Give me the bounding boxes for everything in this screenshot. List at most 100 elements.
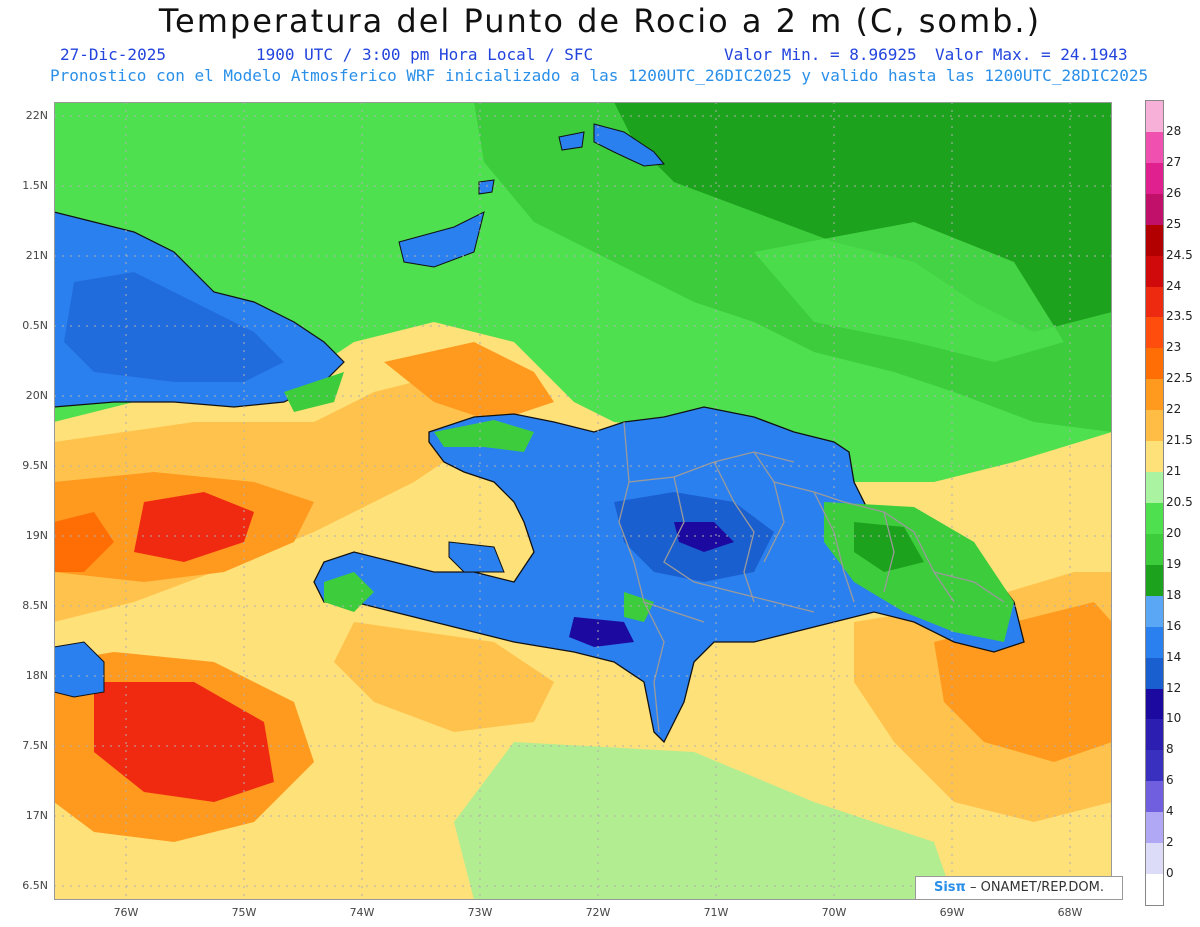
lat-tick-label: 17N [25, 809, 48, 822]
cordillera-central-core [674, 522, 734, 552]
haiti-north-coast-green [434, 420, 534, 452]
small-island-2 [558, 131, 585, 151]
colorbar-level-label: 16 [1166, 618, 1182, 633]
colorbar-level-label: 28 [1166, 123, 1182, 138]
lat-tick-label: 0.5N [22, 319, 48, 332]
orange-patch-south-haiti [334, 622, 554, 732]
colorbar-segment [1146, 410, 1163, 442]
patch-north-mid [754, 222, 1064, 362]
colorbar-level-label: 6 [1166, 773, 1174, 788]
colorbar-level-label: 21.5 [1166, 433, 1193, 448]
lat-tick-label: 19N [25, 529, 48, 542]
colorbar-segment [1146, 688, 1163, 720]
colorbar-segment [1146, 843, 1163, 875]
colorbar-level-label: 12 [1166, 680, 1182, 695]
colorbar-level-label: 14 [1166, 649, 1182, 664]
pale-green-south [454, 742, 954, 900]
colorbar-level-label: 25 [1166, 216, 1182, 231]
red-core-west [134, 492, 254, 562]
graticule [54, 102, 1112, 900]
colorbar [1145, 100, 1164, 906]
lat-tick-label: 6.5N [22, 879, 48, 892]
colorbar-level-label: 8 [1166, 742, 1174, 757]
great-inagua-island [398, 211, 485, 268]
colorbar-level-label: 2 [1166, 835, 1174, 850]
red-core-southwest [94, 682, 274, 802]
northwest-field [54, 102, 354, 202]
east-dr-dark-green [854, 522, 924, 572]
colorbar-segment [1146, 162, 1163, 195]
colorbar-level-label: 20 [1166, 525, 1182, 540]
lon-tick-label: 71W [703, 906, 729, 919]
lon-tick-label: 74W [349, 906, 375, 919]
lat-tick-label: 22N [25, 109, 48, 122]
jamaica-landmass [54, 641, 105, 698]
lake-enriquillo-green [624, 592, 654, 622]
small-island-1 [478, 179, 495, 195]
gonave-island [448, 541, 505, 573]
colorbar-level-label: 22.5 [1166, 371, 1193, 386]
map-canvas [54, 102, 1112, 900]
colorbar-level-label: 24.5 [1166, 247, 1193, 262]
colorbar-segment [1146, 193, 1163, 226]
max-value-label: Valor Max. = 24.1943 [935, 45, 1128, 64]
credit-text: – ONAMET/REP.DOM. [969, 880, 1104, 895]
colorbar-level-label: 4 [1166, 804, 1174, 819]
map-frame [54, 102, 1112, 900]
colorbar-segment [1146, 750, 1163, 782]
colorbar-level-label: 24 [1166, 278, 1182, 293]
colorbar-segment [1146, 286, 1163, 318]
colorbar-level-label: 18 [1166, 587, 1182, 602]
model-info-label: Pronostico con el Modelo Atmosferico WRF… [50, 66, 1149, 85]
colorbar-segment [1146, 503, 1163, 535]
date-label: 27-Dic-2025 [60, 45, 166, 64]
lat-tick-label: 7.5N [22, 739, 48, 752]
colorbar-level-label: 23 [1166, 340, 1182, 355]
colorbar-level-label: 10 [1166, 711, 1182, 726]
colorbar-segment [1146, 781, 1163, 813]
cuba-interior [64, 272, 284, 382]
colorbar-level-label: 20.5 [1166, 495, 1193, 509]
lon-tick-label: 75W [231, 906, 257, 919]
lon-tick-label: 68W [1057, 906, 1083, 919]
turks-caicos-island [593, 123, 665, 167]
colorbar-level-label: 26 [1166, 185, 1182, 200]
colorbar-segment [1146, 564, 1163, 597]
lon-tick-label: 73W [467, 906, 493, 919]
time-info-label: 1900 UTC / 3:00 pm Hora Local / SFC [256, 45, 594, 64]
province-borders [618, 421, 1005, 733]
cuba-east-tip [284, 372, 344, 412]
lon-tick-label: 72W [585, 906, 611, 919]
colorbar-level-label: 22 [1166, 402, 1182, 417]
brand-logo: Sisπ [933, 880, 966, 895]
colorbar-level-label: 0 [1166, 866, 1174, 881]
lon-tick-label: 76W [113, 906, 139, 919]
lat-tick-label: 1.5N [22, 179, 48, 192]
colorbar-segment [1146, 131, 1163, 164]
colorbar-segment [1146, 224, 1163, 257]
colorbar-segment [1146, 626, 1163, 659]
colorbar-level-label: 27 [1166, 154, 1182, 169]
colorbar-level-label: 23.5 [1166, 309, 1193, 324]
colorbar-segment [1146, 441, 1163, 473]
colorbar-level-label: 21 [1166, 464, 1182, 479]
lon-tick-label: 69W [939, 906, 965, 919]
lat-tick-label: 18N [25, 669, 48, 682]
lat-tick-label: 20N [25, 389, 48, 402]
red-edge-west [54, 512, 114, 572]
colorbar-segment [1146, 348, 1163, 380]
lat-tick-label: 9.5N [22, 459, 48, 472]
colorbar-segment [1146, 812, 1163, 844]
dewpoint-map [54, 102, 1112, 900]
colorbar-segment [1146, 379, 1163, 411]
lat-tick-label: 21N [25, 249, 48, 262]
credit-box: Sisπ – ONAMET/REP.DOM. [915, 876, 1123, 900]
colorbar-level-label: 19 [1166, 556, 1182, 571]
colorbar-segment [1146, 317, 1163, 349]
colorbar-segment [1146, 101, 1163, 133]
colorbar-segment [1146, 472, 1163, 504]
min-value-label: Valor Min. = 8.96925 [724, 45, 917, 64]
lon-tick-label: 70W [821, 906, 847, 919]
colorbar-segment [1146, 255, 1163, 288]
massif-selle-core [569, 617, 634, 647]
